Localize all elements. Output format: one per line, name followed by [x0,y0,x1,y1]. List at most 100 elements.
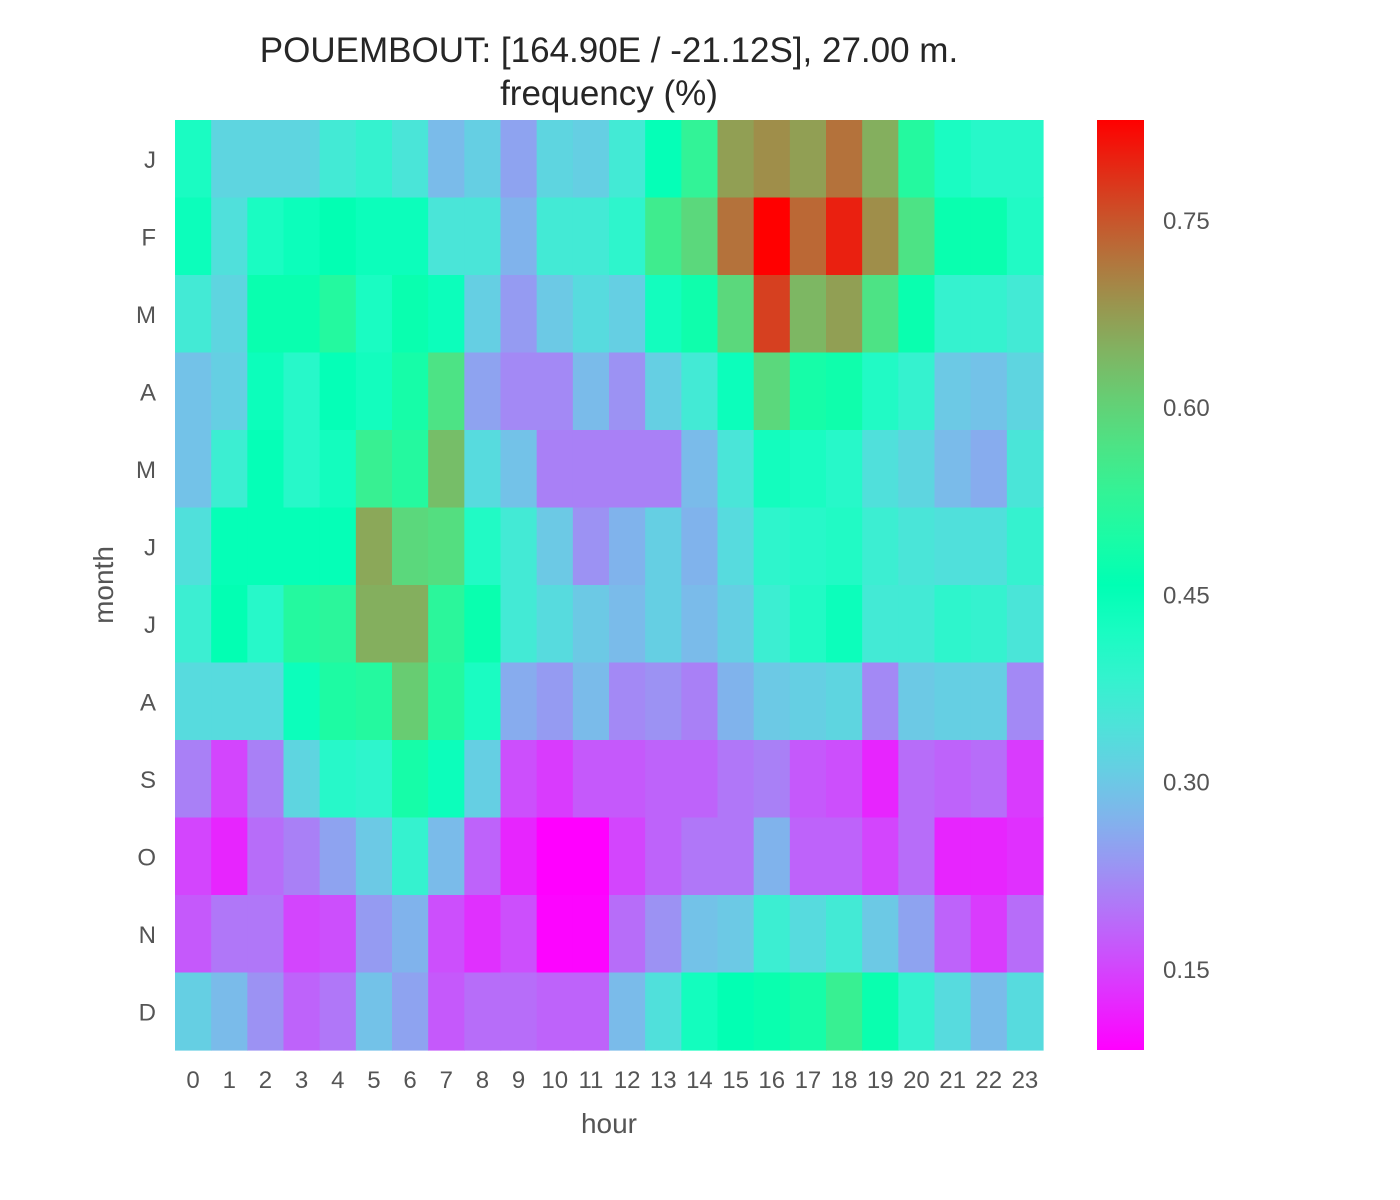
heatmap-cell [681,740,719,819]
heatmap-cell [572,507,610,586]
heatmap-cell [500,120,538,199]
heatmap-cell [211,275,248,354]
heatmap-cell [283,120,321,199]
heatmap-cell [789,197,827,276]
heatmap-cell [355,352,393,431]
heatmap-cell [681,352,719,431]
heatmap-cell [572,197,610,276]
colorbar-tick-label: 0.60 [1163,395,1210,422]
x-tick-label: 12 [614,1067,641,1094]
heatmap-cell [934,895,972,974]
y-tick-label: J [144,534,156,561]
heatmap-cell [247,430,285,509]
heatmap-cell [934,740,972,819]
chart-subtitle: frequency (%) [500,74,718,113]
colorbar-tick-label: 0.15 [1163,957,1210,984]
y-tick-label: O [137,844,156,871]
heatmap-cell [247,197,285,276]
heatmap-cell [681,585,719,664]
heatmap-cell [572,275,610,354]
heatmap-cell [247,740,285,819]
heatmap-cell [536,585,574,664]
heatmap-cell [717,120,755,199]
heatmap-cell [283,430,321,509]
heatmap-cell [789,585,827,664]
heatmap-cell [355,430,393,509]
heatmap-cell [428,740,465,819]
heatmap-cell [970,817,1008,896]
heatmap-cell [789,430,827,509]
colorbar-tick-label: 0.45 [1163,582,1210,609]
heatmap-cell [717,817,755,896]
x-tick-label: 15 [722,1067,749,1094]
y-tick-label: A [140,379,156,406]
y-tick-label: M [136,457,156,484]
heatmap-cell [175,197,212,276]
heatmap-cell [392,895,429,974]
heatmap-cell [970,197,1008,276]
heatmap-cell [464,817,502,896]
heatmap-cell [645,972,682,1051]
heatmap-cell [826,895,863,974]
heatmap-cell [283,740,321,819]
heatmap-cell [934,972,972,1051]
heatmap-cell [898,275,936,354]
heatmap-cell [609,740,646,819]
heatmap-cell [392,817,429,896]
heatmap-cell [283,585,321,664]
heatmap-cell [536,120,574,199]
heatmap-cell [319,120,357,199]
heatmap-cell [970,662,1008,741]
heatmap-cell [717,740,755,819]
heatmap-cell [645,197,682,276]
heatmap-cell [319,662,357,741]
heatmap-cell [970,740,1008,819]
heatmap-cell [681,120,719,199]
heatmap-cell [319,740,357,819]
heatmap-cell [898,740,936,819]
heatmap-cell [645,817,682,896]
heatmap-cell [428,275,465,354]
heatmap-cell [175,972,212,1051]
heatmap-cell [753,585,791,664]
heatmap-cell [934,662,972,741]
colorbar-tick-label: 0.30 [1163,770,1210,797]
heatmap-cell [355,662,393,741]
heatmap-cell [1006,507,1044,586]
heatmap-cell [826,120,863,199]
heatmap-cells [175,120,1044,1051]
heatmap-cell [392,430,429,509]
heatmap-cell [934,817,972,896]
heatmap-cell [717,430,755,509]
heatmap-cell [862,817,899,896]
heatmap-cell [355,275,393,354]
x-axis-label: hour [581,1108,637,1139]
heatmap-cell [428,585,465,664]
heatmap-cell [789,352,827,431]
heatmap-cell [536,197,574,276]
heatmap-cell [862,120,899,199]
heatmap-cell [211,972,248,1051]
heatmap-cell [283,197,321,276]
heatmap-cell [247,352,285,431]
heatmap-cell [500,740,538,819]
heatmap-cell [753,507,791,586]
colorbar-tick-labels: 0.15 0.30 0.45 0.60 0.75 [1163,208,1210,984]
heatmap-cell [1006,430,1044,509]
heatmap-cell [355,585,393,664]
x-tick-label: 9 [512,1067,525,1094]
heatmap-cell [753,352,791,431]
x-tick-label: 6 [403,1067,416,1094]
heatmap-cell [753,972,791,1051]
heatmap-cell [970,507,1008,586]
heatmap-cell [934,197,972,276]
heatmap-cell [1006,662,1044,741]
heatmap-cell [609,662,646,741]
heatmap-cell [536,275,574,354]
heatmap-cell [681,662,719,741]
heatmap-cell [681,972,719,1051]
heatmap-cell [609,507,646,586]
heatmap-cell [862,507,899,586]
heatmap-cell [464,585,502,664]
